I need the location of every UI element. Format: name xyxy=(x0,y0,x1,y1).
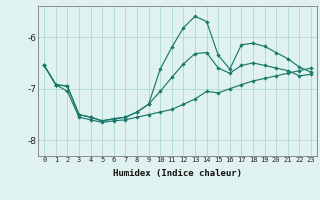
X-axis label: Humidex (Indice chaleur): Humidex (Indice chaleur) xyxy=(113,169,242,178)
